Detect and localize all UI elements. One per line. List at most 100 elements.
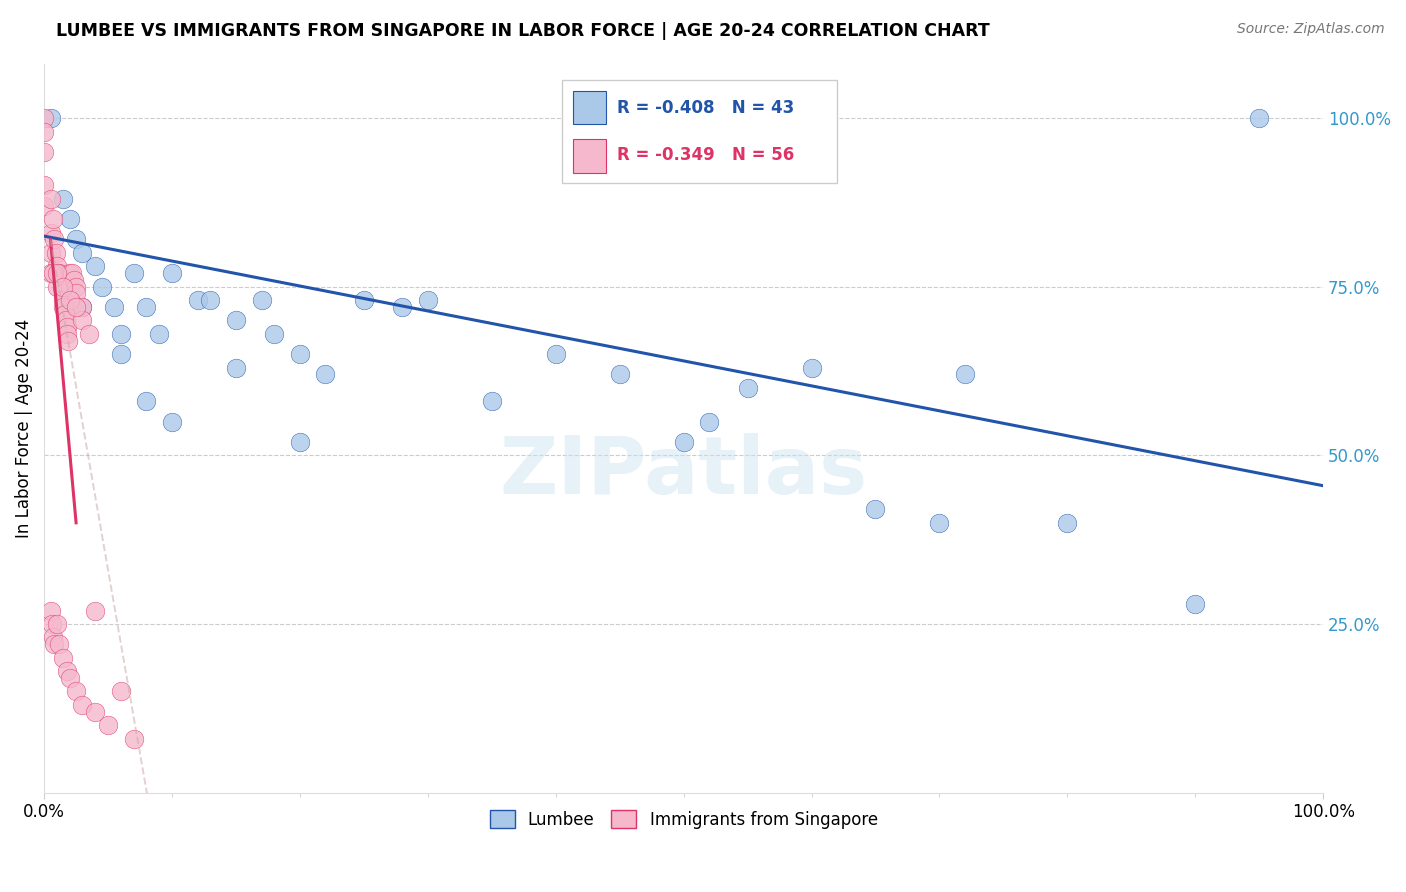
- Point: [416, 293, 439, 308]
- Point: [122, 731, 145, 746]
- Point: [72, 300, 94, 314]
- Point: [187, 293, 209, 308]
- Point: [59, 293, 82, 308]
- Point: [481, 394, 503, 409]
- Point: [250, 293, 273, 308]
- Point: [737, 381, 759, 395]
- Text: R = -0.408   N = 43: R = -0.408 N = 43: [617, 99, 794, 117]
- Point: [52, 286, 75, 301]
- Point: [59, 279, 82, 293]
- Point: [110, 326, 132, 341]
- Point: [59, 266, 82, 280]
- Text: R = -0.349   N = 56: R = -0.349 N = 56: [617, 146, 794, 164]
- Point: [609, 368, 631, 382]
- Point: [39, 246, 62, 260]
- Point: [84, 603, 107, 617]
- Point: [72, 698, 94, 712]
- Point: [84, 260, 107, 274]
- Point: [800, 360, 823, 375]
- Point: [45, 260, 67, 274]
- Point: [52, 293, 75, 308]
- Point: [65, 279, 87, 293]
- Point: [45, 266, 67, 280]
- Point: [59, 671, 82, 685]
- Point: [928, 516, 950, 530]
- Point: [288, 434, 311, 449]
- Point: [160, 415, 183, 429]
- Point: [544, 347, 567, 361]
- FancyBboxPatch shape: [562, 80, 837, 183]
- Point: [65, 684, 87, 698]
- Point: [65, 286, 87, 301]
- Point: [52, 192, 75, 206]
- Point: [353, 293, 375, 308]
- Point: [103, 300, 125, 314]
- Point: [160, 266, 183, 280]
- Point: [90, 279, 112, 293]
- Point: [55, 313, 77, 327]
- Point: [135, 394, 157, 409]
- Point: [59, 293, 82, 308]
- Point: [391, 300, 413, 314]
- Point: [49, 273, 72, 287]
- Point: [77, 326, 100, 341]
- Point: [48, 266, 70, 280]
- FancyBboxPatch shape: [574, 91, 606, 124]
- Point: [39, 226, 62, 240]
- Point: [65, 232, 87, 246]
- Point: [84, 705, 107, 719]
- Point: [1249, 111, 1271, 125]
- Point: [52, 279, 75, 293]
- Point: [1184, 597, 1206, 611]
- Point: [60, 266, 83, 280]
- Point: [58, 334, 80, 348]
- Point: [148, 326, 170, 341]
- Text: LUMBEE VS IMMIGRANTS FROM SINGAPORE IN LABOR FORCE | AGE 20-24 CORRELATION CHART: LUMBEE VS IMMIGRANTS FROM SINGAPORE IN L…: [56, 22, 990, 40]
- Point: [51, 279, 73, 293]
- Point: [110, 347, 132, 361]
- Point: [1056, 516, 1078, 530]
- Point: [56, 664, 79, 678]
- Point: [45, 246, 67, 260]
- Point: [42, 631, 65, 645]
- Point: [288, 347, 311, 361]
- Point: [32, 145, 55, 159]
- Point: [865, 502, 887, 516]
- Point: [200, 293, 222, 308]
- Point: [32, 178, 55, 193]
- Point: [65, 300, 87, 314]
- Point: [953, 368, 976, 382]
- Point: [48, 637, 70, 651]
- Point: [42, 266, 65, 280]
- Point: [39, 603, 62, 617]
- Point: [52, 650, 75, 665]
- Point: [42, 212, 65, 227]
- Point: [44, 232, 66, 246]
- Point: [53, 307, 76, 321]
- Point: [39, 111, 62, 125]
- Point: [225, 313, 247, 327]
- Point: [56, 320, 79, 334]
- Point: [39, 192, 62, 206]
- Point: [45, 279, 67, 293]
- Point: [32, 124, 55, 138]
- Point: [41, 617, 63, 632]
- Point: [32, 199, 55, 213]
- Point: [672, 434, 695, 449]
- Point: [62, 273, 84, 287]
- Text: ZIPatlas: ZIPatlas: [499, 434, 868, 511]
- Y-axis label: In Labor Force | Age 20-24: In Labor Force | Age 20-24: [15, 318, 32, 538]
- Point: [110, 684, 132, 698]
- Point: [225, 360, 247, 375]
- Point: [52, 300, 75, 314]
- Point: [59, 212, 82, 227]
- Point: [72, 313, 94, 327]
- Point: [39, 266, 62, 280]
- Point: [97, 718, 120, 732]
- Point: [135, 300, 157, 314]
- Point: [44, 637, 66, 651]
- FancyBboxPatch shape: [574, 139, 606, 173]
- Point: [315, 368, 337, 382]
- Point: [56, 326, 79, 341]
- Point: [45, 266, 67, 280]
